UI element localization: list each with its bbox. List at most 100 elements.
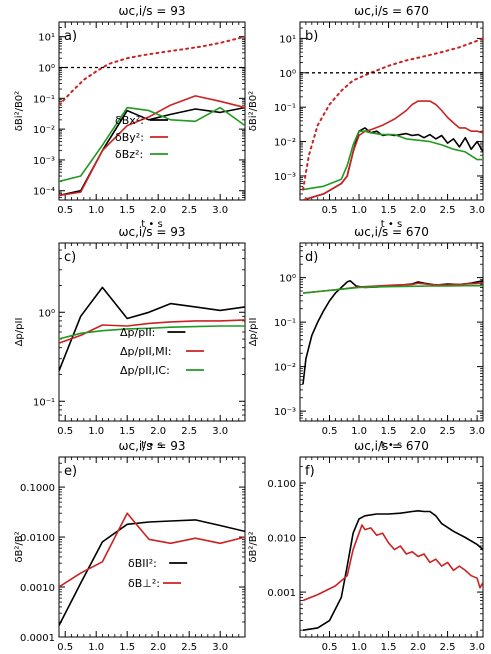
series-line-2 [302,130,483,191]
legend: Δp/pII: Δp/pII,MI: Δp/pII,IC: [120,326,204,377]
x-tick-label: 2.5 [440,426,456,437]
x-axis: 0.5 1.0 1.5 2.0 2.5 3.0 [305,22,485,216]
y-tick-label: 0.010 [267,534,296,545]
panel-a: 0.5 1.0 1.5 2.0 2.5 3.0 10⁻⁴ 10⁻³ 10⁻² 10⁻¹ 10⁰ 10¹… [14,4,246,230]
legend-entry: δBII²: [128,557,157,570]
panel-label: d) [305,250,318,265]
series-line-3 [302,37,483,191]
y-tick-label: 10⁻² [33,125,55,136]
y-tick-label: 10¹ [38,33,55,44]
y-tick-label: 10⁰ [38,308,55,319]
panel-title: ωc,i/s = 670 [354,439,429,453]
x-tick-label: 2.5 [440,205,456,216]
y-tick-label: 0.0100 [20,533,55,544]
y-tick-label: 10⁻³ [274,172,296,183]
y-tick-label: 10⁰ [279,69,296,80]
x-tick-label: 1.5 [119,426,135,437]
y-axis: 0.001 0.010 0.100 [267,466,483,631]
y-axis-label: δB²/B² [14,531,25,562]
x-axis-label: t • s [381,440,402,451]
x-tick-label: 1.5 [381,205,397,216]
y-axis-label: Δp/pII [248,318,259,347]
panel-label: c) [64,250,76,265]
y-axis: 10⁻⁴ 10⁻³ 10⁻² 10⁻¹ 10⁰ 10¹ [33,21,245,201]
y-tick-label: 10⁰ [279,274,296,285]
plot-frame [299,242,484,422]
x-tick-label: 1.0 [88,205,104,216]
y-tick-label: 0.0001 [20,633,55,644]
y-axis: 10⁻³ 10⁻² 10⁻¹ 10⁰ [274,242,483,422]
y-tick-label: 10⁻¹ [33,397,55,408]
legend: δBII²: δB⊥²: [128,557,188,590]
x-tick-label: 1.5 [381,642,397,653]
panel-f: 0.5 1.0 1.5 2.0 2.5 3.0 0.001 0.010 0.100 ωc,i/s … [248,439,485,653]
legend-entry: δBz²: [115,148,143,161]
panel-label: b) [305,29,318,44]
series-line-3 [59,35,245,107]
x-axis: 0.5 1.0 1.5 2.0 2.5 3.0 [57,22,246,216]
panel-d: 0.5 1.0 1.5 2.0 2.5 3.0 10⁻³ 10⁻² 10⁻¹ 10⁰ ωc,i/s … [248,225,485,451]
x-tick-label: 2.5 [181,642,197,653]
x-tick-label: 2.5 [440,642,456,653]
x-tick-label: 0.5 [322,642,338,653]
x-axis: 0.5 1.0 1.5 2.0 2.5 3.0 [305,243,485,437]
panel-label: e) [64,464,77,479]
x-tick-label: 0.5 [57,426,73,437]
x-tick-label: 2.0 [410,426,426,437]
y-axis-label: Δp/pII [14,318,25,347]
y-tick-label: 10⁻⁴ [33,187,55,198]
legend-entry: Δp/pII,IC: [120,364,170,377]
y-tick-label: 10⁻³ [33,156,55,167]
panel-title: ωc,i/s = 93 [118,4,185,18]
x-tick-label: 2.0 [150,205,166,216]
plot-frame [58,456,246,638]
series-line-0 [302,127,483,200]
x-axis-label: t • s [381,219,402,230]
legend-entry: δBx²: [115,114,144,127]
x-tick-label: 3.0 [212,205,228,216]
legend-entry: δBy²: [115,131,144,144]
y-tick-label: 10⁰ [38,64,55,75]
series-line-0 [302,279,483,385]
y-tick-label: 10⁻¹ [33,94,55,105]
x-tick-label: 1.0 [88,642,104,653]
legend: δBx²: δBy²: δBz²: [115,114,168,161]
x-axis: 0.5 1.0 1.5 2.0 2.5 3.0 [57,243,246,437]
y-axis-label: δB²/B² [248,531,259,562]
y-tick-label: 10⁻³ [274,407,296,418]
series-line-0 [59,286,245,372]
panel-title: ωc,i/s = 93 [118,439,185,453]
x-tick-label: 0.5 [322,426,338,437]
x-tick-label: 2.5 [181,205,197,216]
panel-label: a) [64,29,77,44]
y-tick-label: 10⁻¹ [274,318,296,329]
plot-frame [299,21,484,201]
x-tick-label: 2.0 [150,426,166,437]
panel-title: ωc,i/s = 670 [354,4,429,18]
series-line-2 [59,106,245,183]
panel-label: f) [305,464,315,479]
legend-entry: δB⊥²: [128,577,160,590]
x-axis: 0.5 1.0 1.5 2.0 2.5 3.0 [305,457,485,653]
y-tick-label: 10⁻² [274,363,296,374]
x-tick-label: 1.5 [381,426,397,437]
panel-title: ωc,i/s = 93 [118,225,185,239]
x-tick-label: 2.0 [150,642,166,653]
x-tick-label: 0.5 [57,205,73,216]
panel-b: 0.5 1.0 1.5 2.0 2.5 3.0 10⁻³ 10⁻² 10⁻¹ 10⁰ 10¹ ωc,i… [248,4,485,230]
y-tick-label: 10⁻¹ [274,103,296,114]
panel-title: ωc,i/s = 670 [354,225,429,239]
y-tick-label: 0.1000 [20,483,55,494]
y-axis-label: δBi²/B0² [248,91,259,131]
panel-c: 0.5 1.0 1.5 2.0 2.5 3.0 10⁻¹ 10⁰ ωc,i/s = 93 c) t … [14,225,246,451]
x-tick-label: 0.5 [57,642,73,653]
x-tick-label: 3.0 [212,642,228,653]
x-tick-label: 2.0 [410,205,426,216]
x-tick-label: 1.0 [351,205,367,216]
x-tick-label: 1.5 [119,642,135,653]
series-line-0 [302,509,483,631]
x-tick-label: 2.0 [410,642,426,653]
plot-frame [58,21,246,201]
y-tick-label: 10⁻² [274,138,296,149]
